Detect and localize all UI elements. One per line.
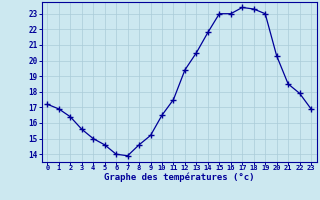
X-axis label: Graphe des températures (°c): Graphe des températures (°c) [104,173,254,182]
